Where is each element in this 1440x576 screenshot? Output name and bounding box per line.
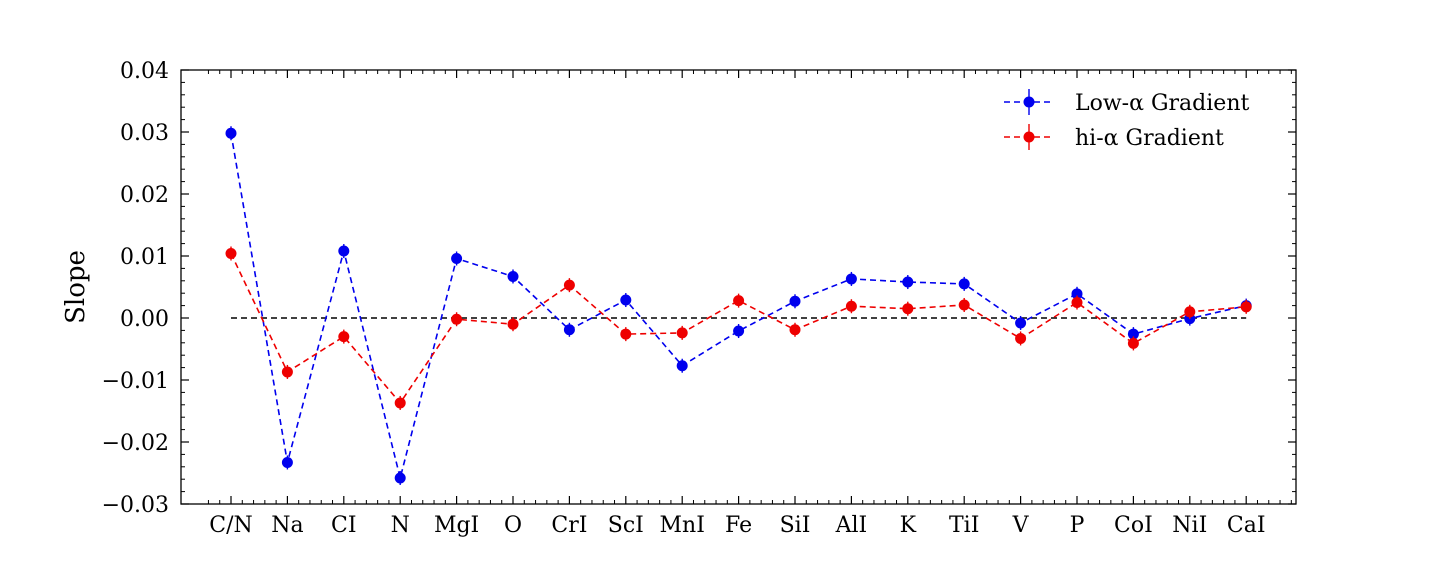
data-point bbox=[225, 127, 237, 139]
x-axis-ticks: C/N Na CI N MgI O CrI ScI MnI Fe SiI AlI K TiI V P CoI Ni… bbox=[207, 70, 1292, 538]
data-point bbox=[620, 294, 632, 306]
legend-label: hi-α Gradient bbox=[1075, 126, 1224, 151]
data-point bbox=[789, 324, 801, 336]
x-tick-label: C/N bbox=[209, 513, 253, 538]
legend-label: Low-α Gradient bbox=[1075, 91, 1249, 116]
data-point bbox=[845, 273, 857, 285]
x-tick-label: CrI bbox=[551, 513, 587, 538]
data-point bbox=[902, 303, 914, 315]
data-point bbox=[1015, 332, 1027, 344]
data-point bbox=[733, 295, 745, 307]
y-axis-ticks: 0.04 0.03 0.02 0.01 0.00 −0.01 −0.02 −0.03 bbox=[102, 59, 1296, 518]
x-tick-label: MnI bbox=[660, 513, 705, 538]
data-point bbox=[563, 279, 575, 291]
x-tick-label: MgI bbox=[434, 513, 479, 538]
legend-entry-1: hi-α Gradient bbox=[1004, 124, 1224, 151]
x-tick-label: K bbox=[900, 513, 917, 538]
data-point bbox=[507, 270, 519, 282]
x-tick-label: V bbox=[1012, 513, 1030, 538]
data-point bbox=[1015, 317, 1027, 329]
data-point bbox=[281, 366, 293, 378]
legend-marker bbox=[1023, 96, 1035, 108]
data-point bbox=[225, 248, 237, 260]
y-tick-label: −0.02 bbox=[102, 431, 169, 456]
legend: Low-α Gradient hi-α Gradient bbox=[1004, 89, 1249, 151]
data-point bbox=[394, 397, 406, 409]
x-tick-label: N bbox=[391, 513, 410, 538]
y-tick-label: 0.02 bbox=[120, 183, 169, 208]
data-point bbox=[676, 360, 688, 372]
x-tick-label: NiI bbox=[1172, 513, 1207, 538]
plot-frame bbox=[180, 69, 1297, 505]
y-tick-label: 0.00 bbox=[120, 307, 169, 332]
x-tick-label: Na bbox=[271, 513, 303, 538]
data-point bbox=[563, 324, 575, 336]
series-layer bbox=[225, 126, 1252, 485]
y-tick-label: 0.04 bbox=[120, 59, 169, 84]
x-tick-label: AlI bbox=[835, 513, 868, 538]
data-point bbox=[281, 456, 293, 468]
series-1 bbox=[225, 246, 1252, 410]
data-point bbox=[958, 299, 970, 311]
data-point bbox=[1240, 301, 1252, 313]
data-point bbox=[958, 278, 970, 290]
data-point bbox=[902, 276, 914, 288]
x-tick-label: Fe bbox=[725, 513, 752, 538]
y-tick-label: −0.03 bbox=[102, 493, 169, 518]
x-tick-label: ScI bbox=[608, 513, 644, 538]
data-point bbox=[394, 472, 406, 484]
y-tick-label: 0.03 bbox=[120, 121, 169, 146]
y-tick-label: 0.01 bbox=[120, 245, 169, 270]
y-tick-label: −0.01 bbox=[102, 369, 169, 394]
legend-marker bbox=[1023, 131, 1035, 143]
data-point bbox=[620, 328, 632, 340]
data-point bbox=[1071, 297, 1083, 308]
x-tick-label: CoI bbox=[1114, 513, 1153, 538]
data-point bbox=[451, 313, 463, 325]
legend-entry-0: Low-α Gradient bbox=[1004, 89, 1249, 116]
data-point bbox=[507, 318, 519, 330]
x-tick-label: CaI bbox=[1227, 513, 1266, 538]
x-tick-label: SiI bbox=[780, 513, 811, 538]
data-point bbox=[1184, 306, 1196, 318]
data-point bbox=[733, 325, 745, 337]
data-point bbox=[1127, 328, 1139, 340]
data-point bbox=[1071, 288, 1083, 300]
x-tick-label: P bbox=[1070, 513, 1085, 538]
data-point bbox=[338, 331, 350, 343]
data-point bbox=[451, 252, 463, 264]
series-0 bbox=[225, 126, 1252, 485]
x-tick-label: O bbox=[504, 513, 522, 538]
data-point bbox=[338, 245, 350, 257]
y-axis-label: Slope bbox=[61, 250, 91, 324]
x-tick-label: TiI bbox=[949, 513, 979, 538]
data-point bbox=[1127, 337, 1139, 349]
data-point bbox=[845, 300, 857, 312]
x-tick-label: CI bbox=[331, 513, 357, 538]
data-point bbox=[676, 327, 688, 339]
data-point bbox=[789, 295, 801, 307]
